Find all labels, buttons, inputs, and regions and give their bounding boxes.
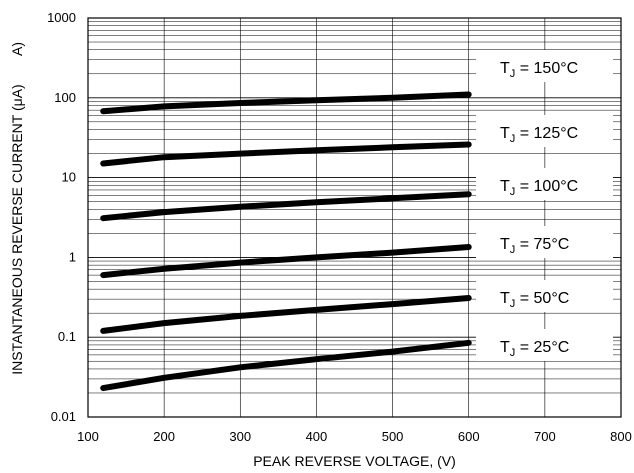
series-label: TJ = 150°C [500,60,578,80]
series-label: TJ = 100°C [500,178,578,198]
series-group [100,91,472,392]
series-label: TJ = 75°C [500,236,569,256]
x-tick-label: 800 [610,429,632,444]
series-line [100,339,472,392]
x-tick-labels: 100 200 300 400 500 600 700 800 [77,429,632,444]
series-line [100,295,472,334]
y-tick-label: 0.01 [51,409,76,424]
y-tick-labels: 0.01 0.1 1 10 100 1000 [47,10,76,424]
series-line [100,244,472,279]
inline-labels: TJ = 150°C TJ = 125°C TJ = 100°C TJ = 75°C T… [476,50,613,361]
series-line [100,191,472,222]
y-tick-label: 1 [69,249,76,264]
series-label-box [476,280,613,312]
series-label: TJ = 50°C [500,290,569,310]
y-tick-label: 10 [62,170,76,185]
x-tick-label: 700 [534,429,556,444]
series-line [100,141,472,167]
series-label: TJ = 125°C [500,125,578,145]
x-axis-label: PEAK REVERSE VOLTAGE, (V) [253,453,456,469]
y-axis-label-fragment: A) [9,42,25,56]
y-tick-label: 100 [54,90,76,105]
x-tick-label: 100 [77,429,99,444]
series-label-box [476,168,613,200]
series-label-box [476,115,613,147]
series-line [100,91,472,115]
series-label-box [476,50,613,82]
y-axis-label: INSTANTANEOUS REVERSE CURRENT (μA) [9,84,25,374]
x-tick-label: 500 [382,429,404,444]
x-tick-label: 200 [153,429,175,444]
y-tick-label: 0.1 [58,329,76,344]
y-tick-label: 1000 [47,10,76,25]
x-tick-label: 300 [229,429,251,444]
x-tick-label: 400 [306,429,328,444]
series-label-box [476,226,613,258]
plot-frame [87,17,622,418]
x-tick-label: 600 [458,429,480,444]
series-label: TJ = 25°C [500,339,569,359]
series-label-box [476,329,613,361]
